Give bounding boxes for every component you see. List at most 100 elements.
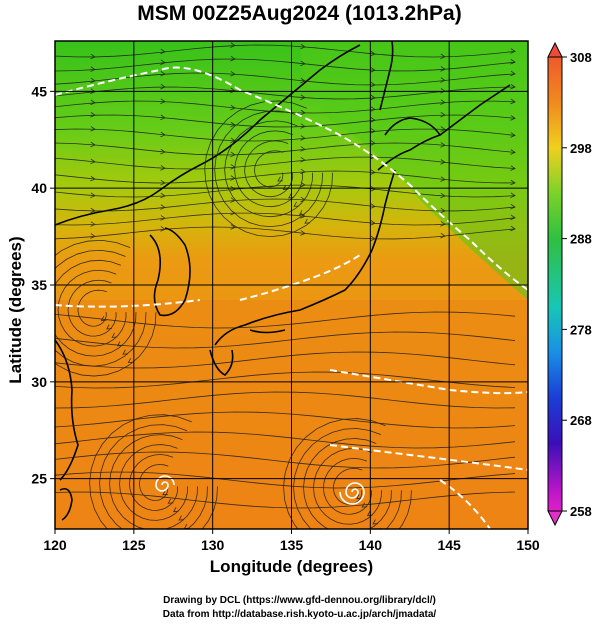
streamline-arrow [300, 109, 306, 116]
colorbar-max-arrow [547, 41, 563, 58]
colorbar-tick-label: 258 [570, 504, 592, 519]
colorbar-tick-label: 278 [570, 322, 592, 337]
colorbar-tick-label: 268 [570, 413, 592, 428]
streamline [119, 444, 188, 521]
streamline [55, 451, 516, 469]
streamline [283, 418, 412, 529]
coastlines [55, 41, 511, 521]
streamline-arrow [510, 70, 516, 77]
streamline-arrow [370, 106, 376, 112]
streamline-arrow [298, 210, 305, 216]
x-tick-label: 140 [359, 537, 383, 553]
streamline [313, 448, 382, 525]
streamline [99, 424, 208, 529]
streamline-arrow [384, 536, 389, 540]
streamline [55, 226, 516, 240]
streamline [55, 198, 516, 212]
streamline [55, 170, 516, 184]
streamline-arrow [230, 55, 236, 62]
colorbar-tick-label: 298 [570, 141, 592, 156]
streamline-arrow [510, 98, 516, 105]
x-tick-label: 145 [437, 537, 461, 553]
streamline [55, 86, 516, 100]
y-tick-label: 30 [31, 374, 47, 390]
streamline [293, 428, 402, 529]
streamline [55, 156, 516, 170]
streamline-arrow [370, 235, 376, 242]
streamline [55, 411, 516, 429]
streamline-arrow [190, 532, 195, 536]
streamline-arrow [127, 358, 134, 364]
streamline-arrow [90, 66, 96, 72]
streamline-arrow [370, 203, 376, 209]
streamline-arrow [90, 53, 96, 60]
streamline-arrow [90, 141, 96, 148]
streamline-arrow [440, 159, 446, 165]
streamline-arrow [300, 157, 306, 163]
graticule [55, 41, 528, 529]
streamline [303, 438, 392, 529]
streamline-arrow [230, 224, 236, 230]
streamline-arrow [160, 70, 166, 77]
colorbar-scale [547, 56, 563, 512]
streamline-arrow [370, 140, 376, 146]
streamline-arrow [300, 77, 306, 84]
streamline-arrow [160, 226, 166, 232]
x-axis-label: Longitude (degrees) [209, 557, 374, 576]
streamline-arrow [366, 510, 373, 516]
streamline-arrow [90, 126, 96, 132]
streamline-arrow [510, 132, 516, 138]
streamline-arrow [160, 131, 166, 138]
streamline-arrow [440, 126, 446, 132]
streamline-arrow [300, 94, 306, 101]
streamline-arrow [370, 169, 376, 175]
streamline [55, 249, 147, 367]
streamline-arrow [440, 53, 446, 60]
streamline-arrow [300, 230, 306, 236]
streamline-arrow [510, 179, 516, 186]
streamline-arrow [370, 50, 376, 57]
streamline-arrow [178, 515, 185, 521]
streamline-arrow [370, 81, 376, 88]
streamline-arrow [370, 94, 376, 101]
streamline-arrow [160, 114, 166, 121]
streamline-arrow [293, 201, 300, 207]
streamline-arrow [160, 215, 166, 221]
credit-data: Data from http://database.rish.kyoto-u.a… [162, 609, 437, 620]
streamline-arrow [160, 192, 166, 199]
streamline-arrow [160, 165, 166, 171]
streamline-arrow [160, 48, 166, 55]
x-tick-label: 130 [201, 537, 225, 553]
streamline-arrow [230, 42, 236, 48]
streamline-arrow [122, 349, 129, 355]
streamline-arrow [300, 43, 306, 50]
streamline-arrow [510, 59, 516, 65]
streamline [254, 150, 284, 188]
streamline [89, 414, 218, 529]
wind-streamlines [55, 42, 516, 540]
streamline-arrow [160, 148, 166, 155]
streamline-arrow [167, 498, 174, 504]
streamline-arrow [230, 151, 236, 158]
streamline-arrow [440, 232, 446, 239]
streamline [234, 130, 303, 208]
x-tick-label: 135 [280, 537, 304, 553]
streamline [55, 114, 516, 128]
streamline [55, 331, 516, 349]
streamline-arrow [370, 220, 376, 226]
streamline [55, 431, 516, 449]
streamline-arrow [440, 192, 446, 199]
streamline-arrow [510, 165, 516, 171]
streamline-arrow [90, 221, 96, 227]
streamline-arrow [160, 59, 166, 65]
cyclone-spirals [155, 475, 365, 505]
streamline [55, 100, 516, 114]
cool-air-region [300, 41, 528, 300]
colorbar-ticks: 308 298 288 278 268 258 [562, 50, 592, 519]
streamline [55, 44, 516, 58]
streamline-arrow [510, 214, 516, 221]
y-axis-ticks: 25 30 35 40 45 [31, 83, 55, 487]
x-tick-label: 120 [43, 537, 67, 553]
streamline-arrow [230, 175, 236, 181]
